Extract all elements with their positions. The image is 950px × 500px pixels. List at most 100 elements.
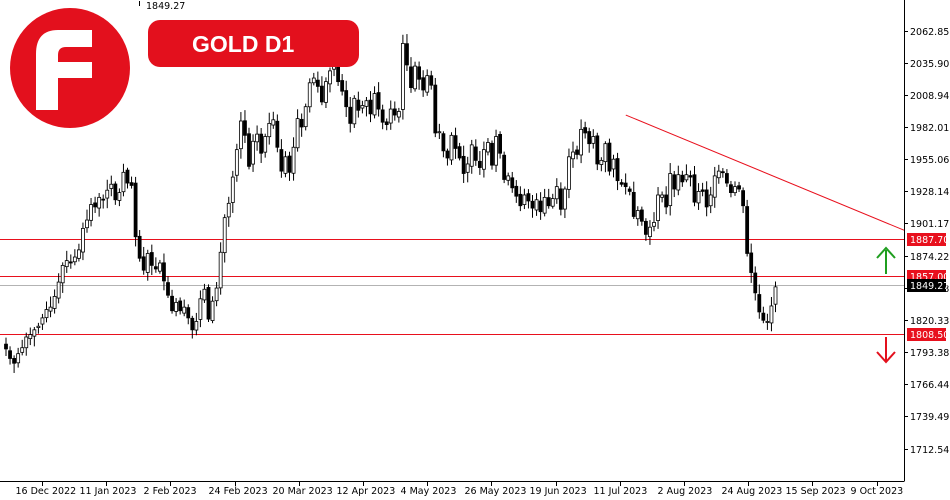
candle-body [64, 260, 69, 268]
candle-body [380, 109, 385, 123]
x-tick-label: 24 Aug 2023 [722, 486, 783, 497]
candle [623, 173, 628, 195]
candle-body [141, 256, 146, 271]
candle [352, 95, 357, 128]
candle [255, 125, 260, 151]
candle [676, 165, 681, 196]
candle [546, 188, 551, 209]
candle [631, 181, 636, 219]
candle-body [178, 300, 183, 312]
candle [210, 296, 215, 324]
level-price-tag-label: 1808.50 [910, 330, 949, 341]
candle-body [631, 191, 636, 217]
candle [230, 170, 235, 213]
candle-body [101, 198, 106, 201]
candle [506, 172, 511, 186]
candle [672, 170, 677, 198]
candle [571, 141, 575, 168]
candle-body [125, 169, 130, 184]
candle-body [753, 272, 758, 294]
candle [696, 183, 701, 210]
candle-body [514, 185, 519, 197]
candle [182, 299, 187, 317]
candle-body [733, 186, 737, 194]
candle-body [725, 173, 729, 184]
candle [473, 139, 478, 166]
candle-body [400, 43, 405, 110]
candle [716, 164, 721, 184]
candle [656, 187, 660, 229]
candle [639, 206, 644, 226]
candle-body [765, 321, 770, 323]
candle-body [210, 300, 215, 321]
candle-body [579, 128, 583, 156]
candle [157, 259, 162, 274]
candle [72, 249, 77, 266]
candle-body [259, 133, 264, 154]
candle [77, 243, 81, 262]
candle-body [291, 146, 296, 174]
candle-body [52, 296, 57, 309]
candle [141, 246, 146, 275]
candle-body [202, 288, 207, 301]
candle [109, 175, 114, 197]
candle [558, 182, 563, 216]
y-tick-label: 1820.33 [910, 316, 949, 327]
candle-body [275, 120, 280, 148]
candle [267, 112, 272, 145]
candle-body [81, 227, 85, 253]
candle [16, 347, 21, 368]
candle-body [481, 149, 486, 170]
candle-body [283, 156, 288, 174]
candle-body [89, 204, 93, 221]
candle-body [558, 188, 563, 210]
candle [522, 188, 527, 210]
candle-body [384, 121, 389, 125]
candle [453, 127, 458, 159]
candle [20, 339, 25, 356]
candle [445, 148, 450, 166]
candle [214, 282, 219, 307]
candle [101, 194, 106, 209]
candle-body [44, 309, 49, 319]
candle [97, 193, 102, 217]
candle-body [704, 189, 709, 208]
candle [291, 137, 296, 181]
y-tick-label: 1874.22 [910, 252, 949, 263]
candle [761, 306, 766, 324]
candle [328, 67, 332, 93]
candle-body [174, 301, 179, 312]
level-price-tag-bg [907, 328, 946, 341]
candle [372, 86, 377, 119]
candle-body [85, 219, 89, 229]
candle-body [121, 171, 126, 193]
candle [417, 61, 422, 90]
candle [348, 96, 353, 133]
candle [668, 163, 673, 216]
candle [465, 156, 470, 183]
candle-body [340, 80, 345, 92]
candle-body [319, 85, 324, 103]
candle [587, 127, 592, 153]
candle-body [388, 108, 393, 124]
candle [486, 138, 490, 156]
candle [145, 249, 150, 281]
candle [295, 109, 300, 152]
candle-body [583, 127, 588, 134]
candle-body [356, 99, 361, 111]
candle-body [230, 176, 235, 203]
candle-body [660, 194, 664, 198]
candle [550, 193, 555, 209]
candle [409, 57, 413, 93]
x-tick-label: 9 Oct 2023 [851, 486, 904, 497]
candle [24, 332, 29, 356]
candle-body [473, 146, 478, 161]
candle-body [615, 158, 620, 182]
arrow-up-icon [876, 246, 896, 274]
candle [396, 107, 401, 123]
candle [627, 186, 632, 196]
candle-body [60, 264, 65, 284]
candle [583, 121, 588, 139]
candle [400, 34, 405, 120]
candle [425, 69, 430, 96]
